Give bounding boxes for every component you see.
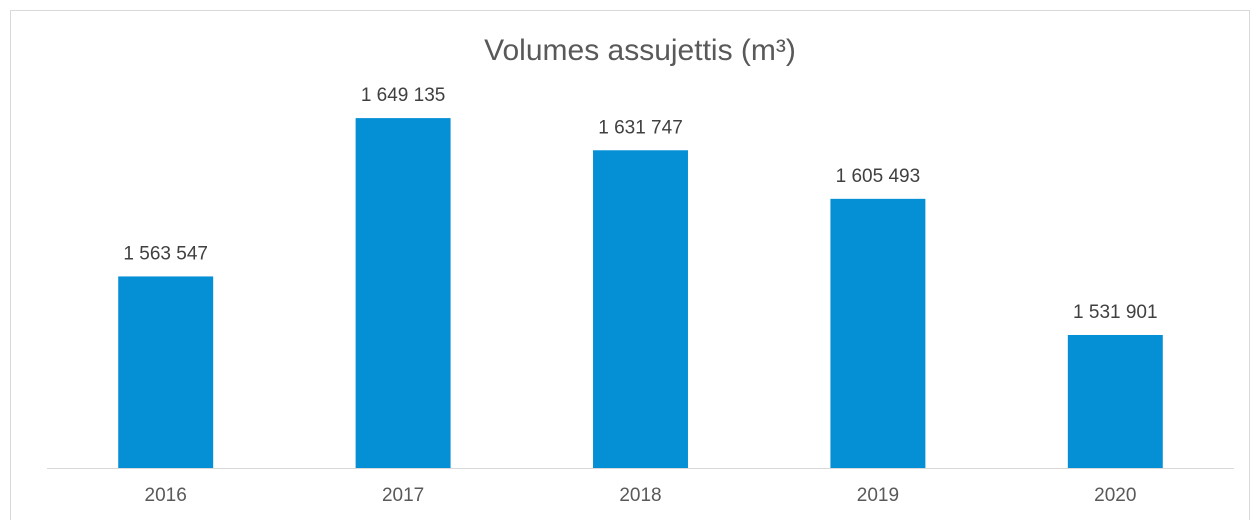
data-label: 1 605 493 [836,166,921,187]
x-tick-label: 2019 [857,485,899,506]
x-tick-label: 2016 [145,485,187,506]
x-tick-label: 2017 [382,485,424,506]
bar [355,118,451,468]
x-tick-label: 2018 [619,485,661,506]
bar [830,198,926,468]
data-label: 1 649 135 [361,85,446,106]
data-label: 1 531 901 [1073,302,1158,323]
chart-title: Volumes assujettis (m³) [484,34,796,67]
bar [118,276,214,468]
x-tick-label: 2020 [1094,485,1136,506]
data-label: 1 563 547 [123,243,208,264]
bar [593,150,688,468]
bar [1067,334,1163,468]
data-label: 1 631 747 [598,117,683,138]
